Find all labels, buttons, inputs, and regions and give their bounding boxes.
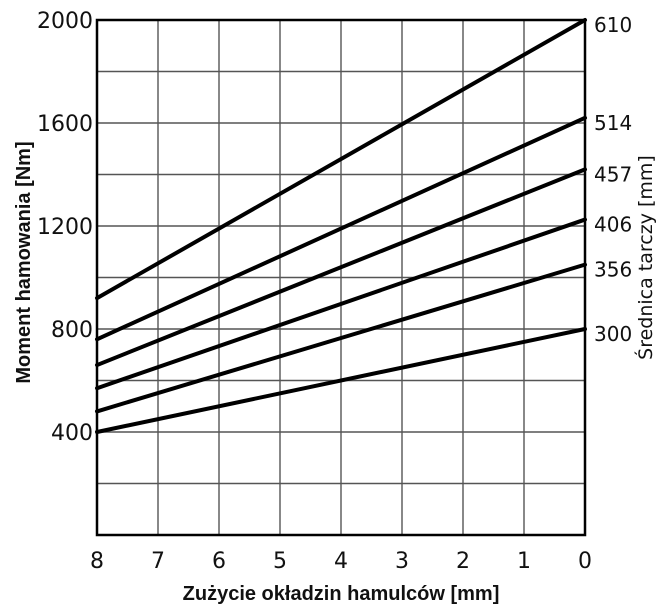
x-tick-label: 6 — [212, 549, 226, 574]
series-label-300: 300 — [594, 322, 632, 346]
series-group — [95, 18, 587, 434]
series-label-356: 356 — [594, 258, 632, 282]
series-line-356 — [95, 262, 587, 414]
y-tick-labels: 400 800 1200 1600 2000 — [37, 9, 93, 446]
plot-frame — [95, 18, 587, 537]
series-label-457: 457 — [594, 162, 632, 186]
x-tick-label: 7 — [151, 549, 165, 574]
x-axis-title: Zużycie okładzin hamulców [mm] — [183, 583, 500, 605]
series-line-610 — [95, 18, 587, 301]
series-label-406: 406 — [594, 213, 632, 237]
series-line-406 — [95, 217, 587, 391]
series-line-457 — [95, 167, 587, 368]
series-line-514 — [95, 115, 587, 342]
y-tick-label: 800 — [51, 318, 93, 343]
series-labels: 610 514 457 406 356 300 — [594, 13, 632, 346]
series-label-610: 610 — [594, 13, 632, 37]
series-label-514: 514 — [594, 111, 632, 135]
x-tick-label: 4 — [334, 549, 348, 574]
y-tick-label: 400 — [51, 421, 93, 446]
series-line-300 — [95, 327, 587, 434]
x-tick-label: 2 — [456, 549, 470, 574]
x-tick-label: 1 — [517, 549, 531, 574]
right-axis-title: Średnica tarczy [mm] — [633, 155, 657, 360]
x-tick-labels: 8 7 6 5 4 3 2 1 0 — [90, 549, 592, 574]
y-tick-label: 2000 — [37, 9, 93, 34]
y-tick-label: 1600 — [37, 112, 93, 137]
y-axis-title: Moment hamowania [Nm] — [13, 141, 35, 383]
y-tick-label: 1200 — [37, 215, 93, 240]
grid — [97, 20, 585, 535]
x-tick-label: 0 — [578, 549, 592, 574]
x-tick-label: 5 — [273, 549, 287, 574]
x-tick-label: 8 — [90, 549, 104, 574]
x-tick-label: 3 — [395, 549, 409, 574]
